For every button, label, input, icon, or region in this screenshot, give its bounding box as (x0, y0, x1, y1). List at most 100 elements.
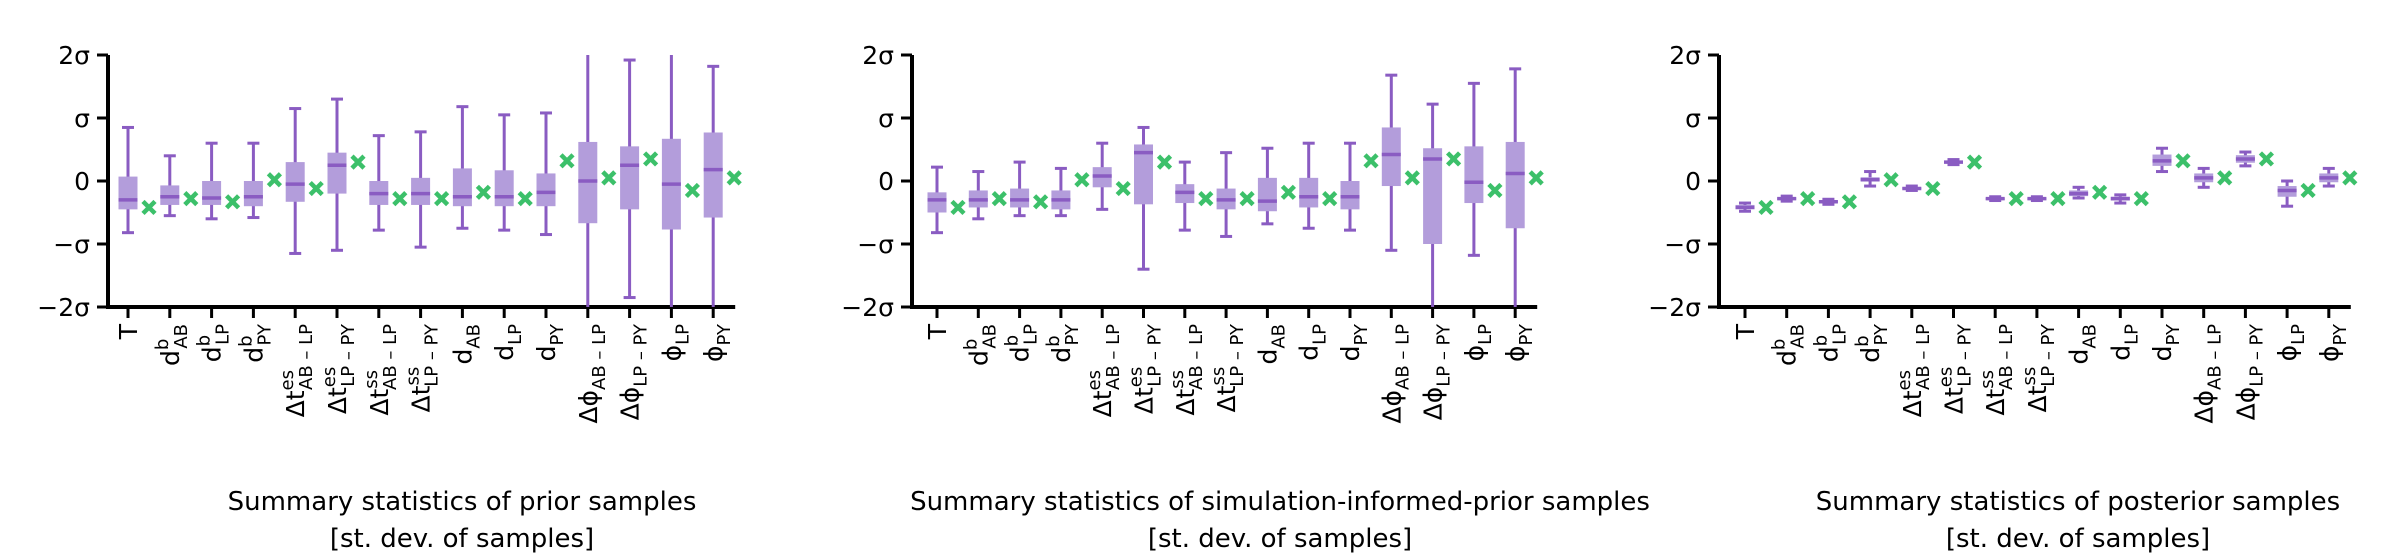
iqr-box (1464, 146, 1484, 204)
true-value-marker (1883, 172, 1899, 188)
box-1 (1777, 191, 1816, 207)
iqr-box (1010, 188, 1030, 208)
box-8 (1257, 146, 1296, 226)
iqr-box (1299, 177, 1319, 208)
x-tick-label: dbLP (194, 324, 234, 362)
true-value-marker (950, 199, 966, 216)
box-2 (1010, 160, 1049, 218)
true-value-marker (601, 170, 617, 186)
x-tick-label: T (923, 323, 952, 340)
true-value-marker (1966, 154, 1983, 170)
box-6 (369, 134, 408, 232)
box-6 (1175, 160, 1214, 232)
box-0 (1735, 199, 1774, 216)
x-tick-label: dbLP (1810, 324, 1850, 362)
x-tick-label: dPY (532, 323, 568, 361)
x-tick-label: ΔtesAB – LP (1894, 324, 1934, 417)
true-value-marker (2050, 191, 2066, 207)
true-value-marker (183, 191, 199, 207)
box-10 (2152, 146, 2191, 174)
true-value-marker (1280, 184, 1296, 200)
true-value-marker (2300, 182, 2316, 199)
x-tick-label: ϕLP (1460, 324, 1496, 362)
true-value-marker (350, 154, 366, 170)
true-value-marker (434, 191, 450, 207)
box-0 (118, 125, 157, 235)
x-tick-label: ΔtssAB – LP (1977, 324, 2017, 416)
x-tick-label: dbPY (235, 323, 275, 363)
iqr-box (1423, 148, 1443, 244)
x-tick-label: ΔtesLP – PY (1126, 323, 1166, 414)
iqr-box (411, 177, 431, 205)
true-value-marker (1074, 172, 1090, 188)
x-tick-label: T (1731, 323, 1760, 340)
x-tick-label: ΔϕAB – LP (2190, 324, 2226, 424)
x-tick-label: T (114, 323, 143, 340)
x-tick-label: dAB (2065, 324, 2101, 365)
true-value-marker (225, 194, 241, 210)
x-tick-label: dbLP (1002, 324, 1042, 362)
y-tick-label: 0 (1685, 167, 1701, 196)
true-value-marker (1322, 191, 1338, 207)
x-tick-label: ΔϕAB – LP (1377, 324, 1413, 424)
panel-subtitle: [st. dev. of samples] (1946, 524, 2210, 554)
x-tick-label: ϕPY (699, 323, 735, 362)
iqr-box (703, 132, 723, 218)
box-12 (2235, 150, 2274, 168)
box-4 (285, 107, 324, 255)
y-tick-label: −σ (1664, 230, 1701, 259)
true-value-marker (1528, 170, 1544, 186)
true-value-marker (1758, 199, 1774, 216)
iqr-box (452, 168, 472, 207)
y-tick-label: −σ (53, 230, 90, 259)
panel-title: Summary statistics of posterior samples (1816, 487, 2340, 517)
true-value-marker (475, 184, 491, 200)
box-10 (536, 111, 575, 237)
x-tick-label: ΔϕLP – PY (616, 323, 652, 420)
true-value-marker (1841, 194, 1857, 210)
true-value-marker (1446, 151, 1462, 167)
box-6 (1985, 191, 2024, 207)
x-tick-label: dAB (1253, 324, 1289, 365)
y-tick-label: −2σ (841, 293, 894, 322)
x-tick-label: dPY (1336, 323, 1372, 361)
iqr-box (536, 173, 556, 207)
x-tick-label: dbAB (1769, 324, 1809, 366)
iqr-box (1505, 141, 1525, 229)
iqr-box (285, 162, 305, 202)
true-value-marker (517, 191, 533, 207)
true-value-marker (1198, 191, 1214, 207)
box-2 (202, 141, 241, 221)
y-tick-label: σ (878, 104, 894, 133)
box-3 (243, 141, 282, 220)
box-11 (578, 55, 617, 307)
box-9 (494, 113, 533, 232)
iqr-box (1381, 127, 1401, 187)
y-tick-label: 0 (74, 167, 90, 196)
true-value-marker (643, 151, 659, 167)
true-value-marker (1033, 194, 1049, 210)
true-value-marker (2217, 170, 2233, 186)
x-tick-label: dPY (2148, 323, 2184, 361)
y-tick-label: σ (1685, 104, 1701, 133)
true-value-marker (1404, 170, 1420, 186)
iqr-box (202, 181, 222, 205)
box-5 (1134, 125, 1173, 271)
box-7 (411, 130, 450, 249)
x-tick-label: ΔtssLP – PY (2019, 323, 2059, 412)
x-tick-label: dbPY (1043, 323, 1083, 363)
box-1 (968, 170, 1007, 221)
panel-subtitle: [st. dev. of samples] (330, 524, 594, 554)
true-value-marker (2133, 191, 2149, 207)
y-tick-label: −σ (857, 230, 894, 259)
true-value-marker (2008, 191, 2024, 207)
true-value-marker (2342, 170, 2358, 186)
panel-subtitle: [st. dev. of samples] (1148, 524, 1412, 554)
x-tick-label: ϕPY (2315, 323, 2351, 362)
box-2 (1818, 194, 1857, 210)
box-4 (1092, 141, 1131, 211)
true-value-marker (1156, 154, 1173, 170)
x-tick-label: ΔtssLP – PY (1208, 323, 1248, 412)
iqr-box (927, 192, 947, 213)
y-tick-label: 2σ (58, 41, 90, 70)
